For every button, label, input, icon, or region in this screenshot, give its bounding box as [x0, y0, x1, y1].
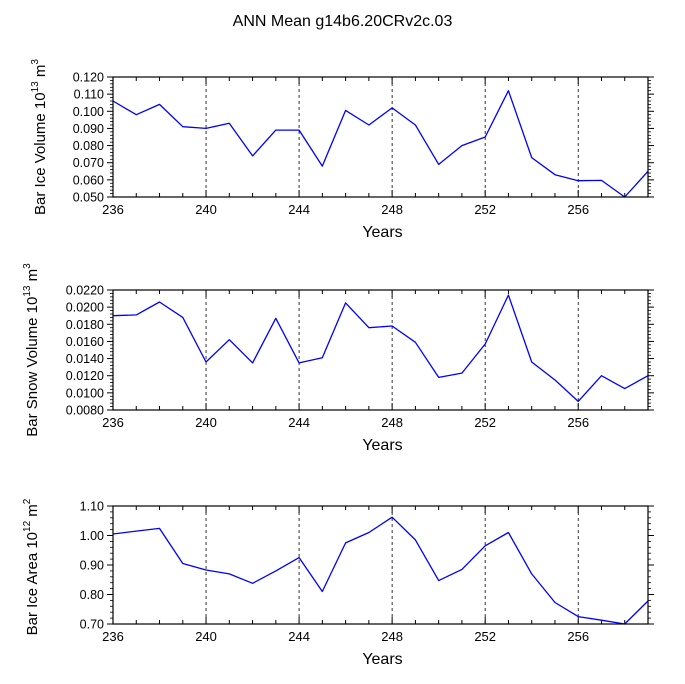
x-tick-label: 252	[474, 415, 496, 430]
y-tick-label: 0.0100	[66, 386, 104, 400]
y-tick-label: 0.050	[73, 191, 104, 205]
x-tick-label: 244	[288, 202, 310, 217]
x-tick-label: 248	[381, 202, 403, 217]
y-axis-label: Bar Snow Volume 1013 m3	[22, 263, 41, 437]
y-axis-label-exponent: 3	[30, 59, 41, 65]
x-axis-label: Years	[362, 437, 402, 454]
series-line	[112, 294, 649, 403]
y-axis-label: Bar Ice Area 1012 m2	[22, 498, 41, 635]
y-tick-label: 0.100	[73, 105, 104, 119]
y-tick-label: 1.00	[80, 529, 104, 543]
y-axis-label-exponent: 2	[22, 498, 33, 504]
series-line	[112, 516, 649, 625]
y-axis-label-text: Bar Ice Area 10	[24, 532, 41, 635]
y-axis-label-text: m	[24, 504, 41, 521]
x-tick-label: 256	[567, 415, 589, 430]
panel-2: 0.0080 0.0100 0.0120 0.0140 0.0160 0.0180 0.02…	[22, 263, 654, 454]
y-tick-label: 0.0120	[66, 369, 104, 383]
y-axis-label-text: m	[24, 269, 41, 286]
series-line	[112, 90, 649, 198]
x-tick-label: 244	[288, 415, 310, 430]
y-tick-label: 0.110	[74, 88, 104, 102]
y-axis-label-exponent: 12	[22, 520, 33, 532]
y-tick-label: 0.090	[73, 122, 104, 136]
y-tick-label: 0.0080	[66, 404, 104, 418]
x-tick-label: 252	[474, 629, 496, 644]
y-tick-label: 0.070	[73, 156, 104, 170]
chart-panels: 0.050 0.060 0.070 0.080 0.090 0.100 0.110 0.120…	[22, 59, 654, 668]
x-tick-label: 240	[195, 415, 217, 430]
y-axis-label-text: Bar Snow Volume 10	[24, 297, 41, 437]
plot-frame	[112, 289, 649, 411]
x-tick-label: 236	[102, 202, 124, 217]
plot-frame	[112, 76, 649, 198]
x-tick-label: 244	[288, 629, 310, 644]
x-tick-label: 248	[381, 415, 403, 430]
y-axis-label-exponent: 13	[22, 285, 33, 297]
y-axis-label: Bar Ice Volume 1013 m3	[30, 59, 49, 215]
y-tick-label: 0.0140	[66, 352, 104, 366]
y-axis-label-exponent: 13	[30, 81, 41, 93]
y-tick-label: 0.0200	[66, 301, 104, 315]
y-tick-label: 0.0160	[66, 335, 104, 349]
x-tick-label: 236	[102, 629, 124, 644]
y-axis-label-exponent: 3	[22, 263, 33, 269]
y-tick-label: 0.70	[80, 618, 104, 632]
x-axis-label: Years	[362, 651, 402, 668]
y-tick-label: 0.120	[73, 71, 104, 85]
x-tick-label: 240	[195, 629, 217, 644]
x-tick-label: 252	[474, 202, 496, 217]
chart-title: ANN Mean g14b6.20CRv2c.03	[233, 13, 453, 30]
panel-1: 0.050 0.060 0.070 0.080 0.090 0.100 0.110 0.120…	[30, 59, 654, 241]
x-tick-label: 248	[381, 629, 403, 644]
x-tick-label: 256	[567, 629, 589, 644]
y-tick-label: 0.90	[80, 559, 104, 573]
panel-3: 0.70 0.80 0.90 1.00 1.10 236 240 244 248 252 256 Ye…	[22, 498, 654, 668]
y-tick-label: 0.0220	[66, 284, 104, 298]
x-tick-label: 236	[102, 415, 124, 430]
y-tick-label: 0.0180	[66, 318, 104, 332]
y-tick-label: 0.060	[73, 173, 104, 187]
y-tick-label: 0.80	[80, 588, 104, 602]
y-tick-label: 0.080	[73, 139, 104, 153]
y-axis-label-text: Bar Ice Volume 10	[32, 92, 49, 215]
x-tick-label: 240	[195, 202, 217, 217]
x-axis-label: Years	[362, 224, 402, 241]
x-tick-label: 256	[567, 202, 589, 217]
y-axis-label-text: m	[32, 65, 49, 82]
y-tick-label: 1.10	[80, 500, 104, 514]
plot-frame	[112, 505, 649, 625]
